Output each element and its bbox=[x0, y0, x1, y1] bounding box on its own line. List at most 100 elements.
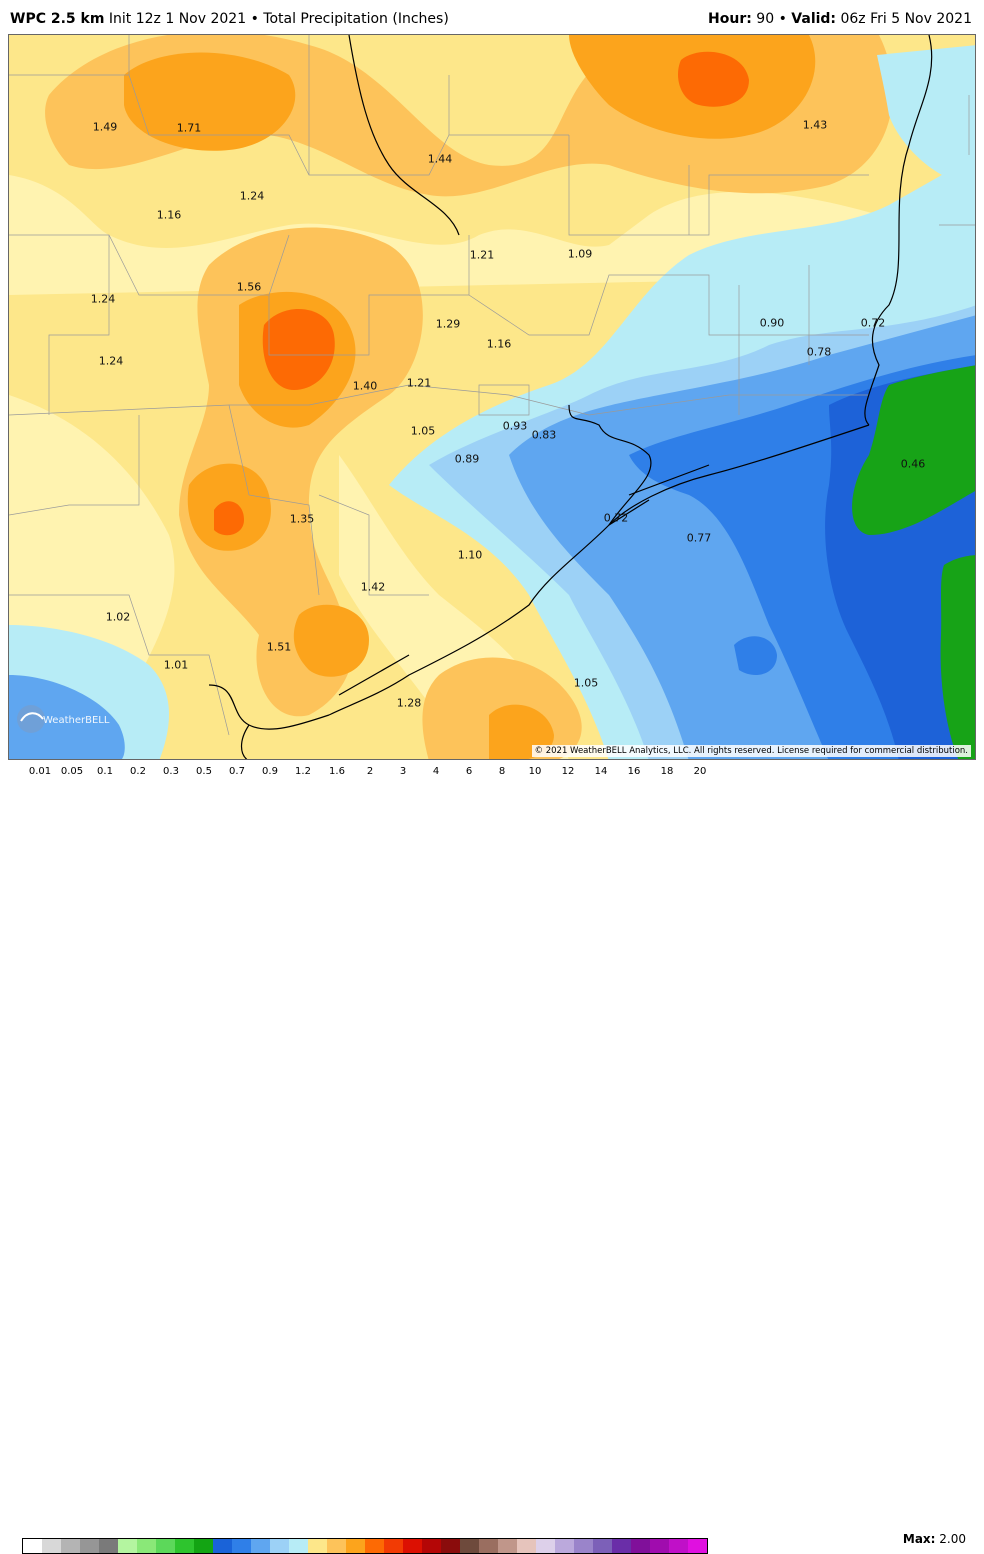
legend-swatch bbox=[99, 1539, 118, 1553]
legend-tick-label: 0.9 bbox=[262, 766, 278, 777]
precip-value-label: 0.77 bbox=[686, 531, 712, 545]
light-blue-ne bbox=[877, 45, 975, 185]
header: WPC 2.5 km Init 12z 1 Nov 2021 • Total P… bbox=[0, 0, 984, 34]
legend-swatch bbox=[270, 1539, 289, 1553]
precipitation-map[interactable]: 1.49 1.71 1.44 1.43 1.24 1.16 1.21 1.09 1.24 1.56… bbox=[8, 34, 976, 760]
legend-tick-label: 20 bbox=[693, 766, 707, 777]
legend-colorbar bbox=[22, 1538, 708, 1554]
legend-tick-label: 0.5 bbox=[196, 766, 212, 777]
legend-swatch bbox=[536, 1539, 555, 1553]
precip-value-label: 1.09 bbox=[567, 247, 593, 261]
legend-tick-label: 0.01 bbox=[28, 766, 52, 777]
legend-swatch bbox=[517, 1539, 536, 1553]
precip-value-label: 0.72 bbox=[603, 511, 629, 525]
legend-swatch bbox=[213, 1539, 232, 1553]
legend-tick-label: 0.05 bbox=[60, 766, 84, 777]
legend-swatch bbox=[308, 1539, 327, 1553]
precip-value-label: 1.10 bbox=[457, 548, 483, 562]
legend-tick-label: 10 bbox=[528, 766, 542, 777]
precip-value-label: 1.49 bbox=[92, 120, 118, 134]
precip-value-label: 1.43 bbox=[802, 118, 828, 132]
legend-tick-label: 18 bbox=[660, 766, 674, 777]
legend-swatch bbox=[42, 1539, 61, 1553]
precip-value-label: 1.05 bbox=[573, 676, 599, 690]
hour-label: Hour: bbox=[708, 11, 752, 27]
legend-swatch bbox=[251, 1539, 270, 1553]
legend-swatch bbox=[80, 1539, 99, 1553]
precip-value-label: 1.24 bbox=[239, 189, 265, 203]
legend-swatch bbox=[688, 1539, 707, 1553]
map-canvas bbox=[9, 35, 975, 759]
hour-value: 90 bbox=[756, 11, 775, 27]
precip-value-label: 1.05 bbox=[410, 424, 436, 438]
precip-value-label: 1.02 bbox=[105, 610, 131, 624]
orange-core-1 bbox=[124, 52, 296, 151]
max-label: Max: bbox=[902, 1532, 936, 1546]
legend-swatch bbox=[118, 1539, 137, 1553]
precip-value-label: 1.29 bbox=[435, 317, 461, 331]
legend-swatch bbox=[593, 1539, 612, 1553]
precip-value-label: 1.42 bbox=[360, 580, 386, 594]
green-region-2 bbox=[940, 555, 975, 759]
weatherbell-logo: WeatherBELL bbox=[13, 701, 113, 737]
legend-tick-label: 12 bbox=[561, 766, 575, 777]
title-right: Hour: 90 • Valid: 06z Fri 5 Nov 2021 bbox=[708, 11, 972, 27]
legend-tick-label: 0.3 bbox=[163, 766, 179, 777]
legend-swatch bbox=[669, 1539, 688, 1553]
precip-value-label: 1.21 bbox=[469, 248, 495, 262]
orange-core-5 bbox=[293, 604, 369, 677]
max-value: 2.00 bbox=[939, 1532, 966, 1546]
precip-value-label: 1.71 bbox=[176, 121, 202, 135]
legend-tick-label: 14 bbox=[594, 766, 608, 777]
legend-tick-label: 1.6 bbox=[329, 766, 345, 777]
legend-swatch bbox=[175, 1539, 194, 1553]
legend-swatch bbox=[194, 1539, 213, 1553]
precip-value-label: 1.01 bbox=[163, 658, 189, 672]
product-name: Total Precipitation (Inches) bbox=[263, 11, 449, 27]
legend-tick-label: 8 bbox=[498, 766, 506, 777]
precip-value-label: 1.24 bbox=[90, 292, 116, 306]
title-left: WPC 2.5 km Init 12z 1 Nov 2021 • Total P… bbox=[10, 11, 449, 27]
legend-swatch bbox=[365, 1539, 384, 1553]
legend-tick-label: 16 bbox=[627, 766, 641, 777]
legend-tick-label: 3 bbox=[399, 766, 407, 777]
legend-swatch bbox=[631, 1539, 650, 1553]
precip-value-label: 0.83 bbox=[531, 428, 557, 442]
legend-swatch bbox=[650, 1539, 669, 1553]
precip-value-label: 1.40 bbox=[352, 379, 378, 393]
max-core-1 bbox=[262, 308, 335, 390]
max-core-2 bbox=[214, 501, 244, 536]
legend-swatch bbox=[137, 1539, 156, 1553]
init-time: Init 12z 1 Nov 2021 bbox=[108, 11, 247, 27]
precip-value-label: 1.28 bbox=[396, 696, 422, 710]
legend-swatch bbox=[61, 1539, 80, 1553]
legend-tick-label: 0.2 bbox=[130, 766, 146, 777]
legend-tick-label: 6 bbox=[465, 766, 473, 777]
precip-value-label: 1.51 bbox=[266, 640, 292, 654]
precip-value-label: 1.16 bbox=[156, 208, 182, 222]
precip-value-label: 0.89 bbox=[454, 452, 480, 466]
legend-swatch bbox=[384, 1539, 403, 1553]
precip-value-label: 1.21 bbox=[406, 376, 432, 390]
valid-value: 06z Fri 5 Nov 2021 bbox=[840, 11, 972, 27]
legend-tick-label: 1.2 bbox=[295, 766, 311, 777]
legend-swatch bbox=[289, 1539, 308, 1553]
precip-value-label: 0.93 bbox=[502, 419, 528, 433]
legend-swatch bbox=[156, 1539, 175, 1553]
legend-swatch bbox=[574, 1539, 593, 1553]
copyright-notice: © 2021 WeatherBELL Analytics, LLC. All r… bbox=[531, 745, 971, 757]
coastline bbox=[208, 35, 933, 759]
valid-label: Valid: bbox=[791, 11, 837, 27]
precip-value-label: 1.44 bbox=[427, 152, 453, 166]
legend-swatch bbox=[612, 1539, 631, 1553]
legend-swatch bbox=[422, 1539, 441, 1553]
legend-swatch bbox=[232, 1539, 251, 1553]
green-region-1 bbox=[852, 365, 975, 535]
precip-value-label: 0.46 bbox=[900, 457, 926, 471]
light-region-2 bbox=[9, 395, 175, 695]
legend-swatch bbox=[327, 1539, 346, 1553]
bell-icon: WeatherBELL bbox=[17, 705, 110, 733]
legend-tick-label: 0.1 bbox=[97, 766, 113, 777]
legend-tick-label: 2 bbox=[366, 766, 374, 777]
logo-text: WeatherBELL bbox=[43, 715, 110, 726]
